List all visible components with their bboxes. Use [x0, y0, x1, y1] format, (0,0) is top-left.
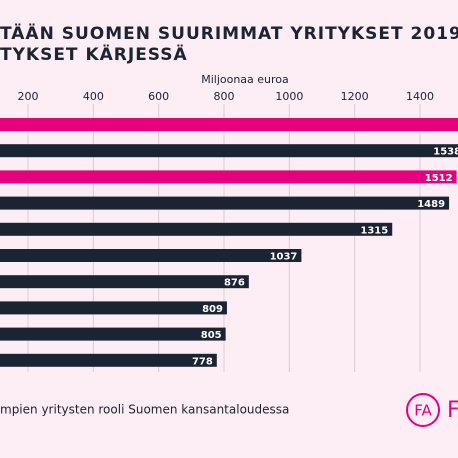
bar: [0, 222, 393, 236]
x-tick-label: 800: [214, 90, 235, 103]
chart-title: TÄÄN SUOMEN SUURIMMAT YRITYKSET 2019 –: [0, 22, 458, 44]
logo: FA: [414, 402, 432, 420]
x-tick-label: 600: [148, 90, 169, 103]
value-label: 809: [202, 304, 223, 315]
bar: [0, 118, 458, 131]
x-tick-label: 1200: [341, 90, 369, 103]
bar: [0, 196, 450, 210]
value-label: 876: [224, 278, 245, 289]
value-label: 1489: [417, 199, 445, 210]
bar: [0, 275, 249, 289]
brand: F: [447, 398, 458, 423]
bar: [0, 249, 302, 262]
value-label: 1037: [270, 252, 298, 263]
x-tick-label: 400: [83, 90, 104, 103]
value-label: 1512: [425, 173, 453, 184]
logo-circle: [406, 393, 440, 427]
source-note: mpien yritysten rooli Suomen kansantalou…: [0, 403, 289, 417]
bar: [0, 327, 226, 341]
x-tick-label: 1000: [275, 90, 303, 103]
x-tick-label: 1400: [406, 90, 434, 103]
bar: [0, 170, 457, 184]
bar: [0, 144, 458, 158]
chart-title: TYKSET KÄRJESSÄ: [0, 43, 188, 65]
x-tick-label: 200: [18, 90, 39, 103]
value-label: 778: [192, 356, 213, 367]
value-label: 1315: [360, 225, 388, 236]
value-label: 1538: [433, 147, 458, 158]
bar: [0, 301, 227, 315]
value-label: 805: [201, 330, 222, 341]
bar: [0, 353, 217, 367]
x-axis-label: Miljoonaa euroa: [201, 73, 289, 86]
